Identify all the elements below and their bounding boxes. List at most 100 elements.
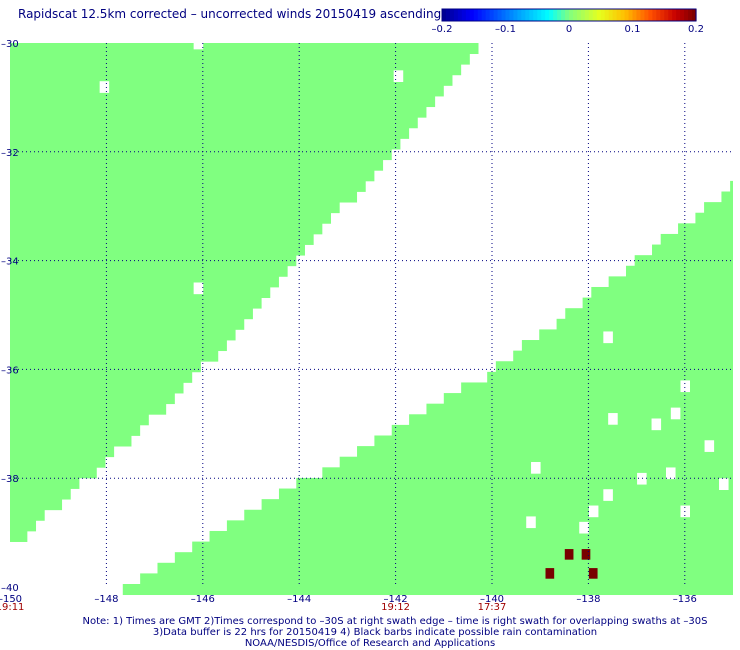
no-data-gap — [588, 505, 599, 518]
swath-row — [10, 318, 245, 330]
colorbar-segment — [644, 9, 649, 21]
colorbar-segment — [509, 9, 515, 21]
colorbar-segment — [481, 9, 487, 21]
swath-row — [357, 446, 733, 458]
swath-row — [226, 520, 733, 532]
swath-row — [678, 223, 733, 235]
swath-row — [192, 541, 734, 553]
colorbar-segment — [636, 9, 642, 21]
colorbar-segment — [557, 9, 562, 21]
swath-row — [209, 530, 734, 542]
swath-row — [10, 361, 201, 373]
swath-row — [461, 382, 733, 394]
colorbar-segment — [640, 9, 646, 21]
swath-row — [10, 96, 436, 108]
swath-row — [10, 233, 314, 245]
swath-row — [261, 499, 733, 511]
colorbar-segment — [592, 9, 598, 21]
swath-row — [174, 552, 733, 564]
swath-row — [10, 382, 184, 394]
colorbar-segment — [604, 9, 610, 21]
x-tick-label: –148 — [94, 594, 118, 605]
swath-row — [10, 180, 366, 192]
swath-row — [10, 276, 279, 288]
swath-row — [10, 446, 115, 458]
y-tick-label: –38 — [1, 474, 19, 485]
colorbar-tick-label: 0 — [566, 24, 572, 35]
swath-row — [10, 488, 71, 500]
swath-row — [296, 477, 733, 489]
no-data-gap — [603, 331, 613, 344]
colorbar-segment — [656, 9, 661, 21]
colorbar-segment — [668, 9, 673, 21]
swath-row — [10, 170, 375, 182]
swath-row — [591, 286, 733, 298]
no-data-gap — [526, 516, 536, 529]
swath-row — [513, 350, 733, 362]
colorbar-segment — [572, 9, 578, 21]
colorbar-segment — [473, 9, 479, 21]
swath-row — [660, 233, 733, 245]
colorbar-segment — [612, 9, 618, 21]
y-tick-label: –34 — [1, 257, 19, 268]
chart-title: Rapidscat 12.5km corrected – uncorrected… — [18, 7, 442, 21]
swath-row — [10, 138, 401, 150]
no-data-gap — [666, 467, 676, 480]
time-label: 17:37 — [478, 602, 507, 613]
swath-row — [278, 488, 733, 500]
colorbar-segment — [580, 9, 586, 21]
swath-row — [10, 127, 410, 139]
colorbar-segment — [561, 9, 566, 21]
note-line-3: NOAA/NESDIS/Office of Research and Appli… — [244, 638, 496, 649]
colorbar-frame — [441, 8, 697, 22]
swath-row — [443, 393, 733, 405]
swath-row — [10, 297, 262, 309]
no-data-gap — [704, 440, 715, 452]
swath-row — [10, 371, 193, 383]
time-label: 19:12 — [381, 602, 410, 613]
swath-row — [10, 106, 427, 118]
x-tick-label: –140 — [480, 594, 504, 605]
swath-row — [10, 329, 236, 341]
swath-row — [10, 223, 323, 235]
data-cell-point — [581, 549, 591, 560]
swath-row — [695, 212, 733, 224]
colorbar-segment — [628, 9, 634, 21]
no-data-gap — [531, 462, 541, 474]
swath-row — [10, 530, 28, 542]
swath-row — [608, 276, 733, 288]
swath-row — [244, 509, 733, 521]
swath-row — [10, 350, 219, 362]
swath-row — [10, 85, 444, 97]
colorbar-segment — [493, 9, 499, 21]
swath-row — [10, 456, 106, 468]
swath-row — [10, 308, 253, 320]
colorbar-segment — [517, 9, 522, 21]
no-data-gap — [670, 407, 681, 420]
x-tick-label: –142 — [384, 594, 408, 605]
swath-row — [10, 265, 288, 277]
swath-row — [10, 520, 37, 532]
colorbar-segment — [576, 9, 582, 21]
swath-row — [391, 424, 733, 436]
swath-row — [721, 191, 733, 203]
no-data-gap — [193, 282, 204, 295]
swath-row — [539, 329, 733, 341]
data-cell-point — [545, 568, 555, 579]
swath-row — [634, 255, 733, 267]
colorbar-segment — [688, 9, 693, 21]
swath-row — [652, 244, 733, 256]
swath-row — [10, 53, 470, 65]
colorbar-segment — [485, 9, 491, 21]
colorbar-segment — [541, 9, 546, 21]
colorbar-segment — [505, 9, 511, 21]
colorbar-segment — [465, 9, 471, 21]
colorbar-tick-label: –0.2 — [432, 24, 453, 35]
colorbar-segment — [672, 9, 677, 21]
swath-row — [565, 308, 733, 320]
colorbar-tick-label: 0.2 — [688, 24, 704, 35]
no-data-gap — [579, 521, 589, 534]
swath-row — [10, 202, 340, 214]
swath-row — [556, 318, 733, 330]
